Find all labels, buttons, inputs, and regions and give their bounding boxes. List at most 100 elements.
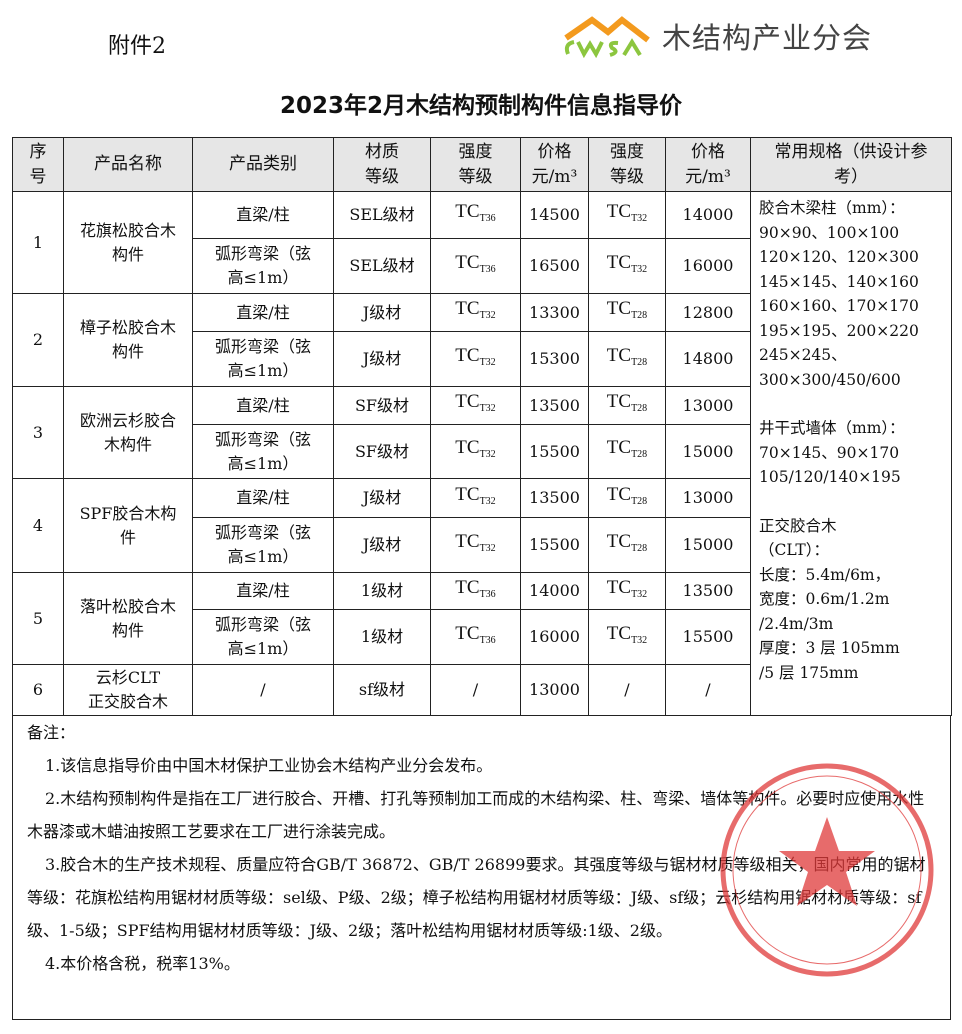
product-category: 弧形弯梁（弦高≤1m） [192,331,334,387]
price-2: 14000 [665,191,751,239]
product-category: 直梁/柱 [192,191,334,239]
strength-grade-1: / [430,664,521,716]
table-row: 弧形弯梁（弦高≤1m） SEL级材 TCT36 16500 TCT32 1600… [13,238,952,294]
spec-line: 145×145、140×160 [759,272,919,291]
attachment-label: 附件2 [108,34,166,59]
product-category: 弧形弯梁（弦高≤1m） [192,517,334,573]
strength-cell-2: TCT28 [588,331,666,387]
table-row: 弧形弯梁（弦高≤1m） 1级材 TCT36 16000 TCT32 15500 [13,609,952,665]
header-strength-1: 强度等级 [430,137,521,192]
product-category: 直梁/柱 [192,572,334,610]
strength-cell-1: TCT32 [430,293,521,332]
price-sheet: 序号 产品名称 产品类别 材质等级 强度等级 价格元/m³ 强度等级 价格元/m… [12,137,952,1020]
strength-grade: TCT32 [455,483,496,507]
table-row: 5 落叶松胶合木构件 直梁/柱 1级材 TCT36 14000 TCT32 1350… [12,572,952,665]
note-1-org: 中国木材保护工业协会木结构产业分会 [172,756,445,775]
note-1: 1.该信息指导价由中国木材保护工业协会木结构产业分会发布。 [13,749,950,782]
strength-grade: TCT28 [606,437,648,460]
note-4: 4.本价格含税，税率13%。 [45,954,240,973]
spec-line: （CLT）： [759,541,829,559]
strength-grade: TCT32 [455,298,496,321]
strength-cell-1: TCT32 [430,386,521,425]
product-name-line: 云杉CLT [95,668,161,687]
spec-line: 160×160、170×170 [759,297,919,315]
table-row: 4 SPF胶合木构件 直梁/柱 J级材 TCT32 13500 TCT28 1300… [12,478,952,573]
spec-cell: 胶合木梁柱（mm）： 90×90、100×100 120×120、120×300 14… [750,191,952,716]
strength-cell-1: TCT32 [430,517,521,573]
strength-grade: TCT32 [606,576,648,600]
strength-cell-2: TCT28 [588,478,666,518]
material-grade: 1级材 [333,572,431,610]
strength-cell-1: TCT36 [430,238,521,294]
strength-cell-2: TCT28 [588,386,666,425]
strength-cell-2: TCT32 [588,238,666,294]
header-material: 材质等级 [333,137,431,192]
strength-grade: TCT32 [606,200,648,224]
product-category: 直梁/柱 [192,478,334,518]
strength-grade: TCT28 [606,298,648,321]
material-grade: SEL级材 [333,191,431,239]
header-category: 产品类别 [192,137,334,192]
header-spec: 常用规格（供设计参考） [750,137,952,192]
spec-line: /2.4m/3m [759,614,834,633]
table-row: 2 樟子松胶合木构件 直梁/柱 J级材 TCT32 13300 TCT28 1280… [12,293,952,387]
strength-grade: TCT28 [606,344,648,368]
price-1: 16500 [520,238,589,294]
strength-grade-2: / [588,664,666,716]
price-1: 15300 [520,331,589,387]
strength-cell-2: TCT32 [588,191,666,239]
strength-cell-1: TCT32 [430,331,521,387]
price-2: 13000 [665,386,751,425]
material-grade: SF级材 [333,424,431,479]
price-1: 14500 [520,191,589,239]
material-grade: J级材 [333,331,431,387]
header-price-2: 价格元/m³ [665,137,751,192]
table-row: 6 云杉CLT 正交胶合木 / sf级材 / 13000 / / [12,664,952,716]
material-grade: J级材 [333,293,431,332]
header-strength-2: 强度等级 [588,137,666,192]
material-grade: SF级材 [333,386,431,425]
price-2: 13500 [665,572,751,610]
price-2: / [665,664,751,716]
spec-glulam-title: 胶合木梁柱（mm）： [759,199,905,217]
strength-cell-1: TCT32 [430,478,521,518]
logo: 木结构产业分会 [562,14,952,58]
material-grade: J级材 [333,517,431,573]
strength-cell-2: TCT28 [588,424,666,479]
row-number: 5 [12,572,64,665]
product-category: / [192,664,334,716]
note-2: 2.木结构预制构件是指在工厂进行胶合、开槽、打孔等预制加工而成的木结构梁、柱、弯… [27,789,925,841]
spec-line: 105/120/140×195 [759,468,901,486]
cwsa-logo-icon [564,16,650,58]
spec-line: 90×90、100×100 [759,223,900,242]
strength-cell-1: TCT36 [430,572,521,610]
price-2: 15000 [665,517,751,573]
product-category: 直梁/柱 [192,293,334,332]
spec-line: 195×195、200×220 [759,321,919,340]
price-2: 12800 [665,293,751,332]
spec-line: 245×245、 [759,346,847,364]
material-grade: sf级材 [333,664,431,716]
product-name: 花旗松胶合木构件 [63,191,193,294]
strength-grade: TCT28 [606,530,648,554]
spec-line: /5 层 175mm [759,663,859,682]
product-name-line: 正交胶合木 [87,692,168,711]
strength-grade: TCT32 [455,530,496,554]
price-1: 14000 [520,572,589,610]
spec-line: 厚度：3 层 105mm [759,639,900,657]
header-name: 产品名称 [63,137,193,192]
price-1: 15500 [520,517,589,573]
table-row: 1 花旗松胶合木构件 直梁/柱 SEL级材 TCT36 14500 TCT32 14… [12,191,952,716]
strength-grade: TCT36 [455,576,496,600]
spec-line: 70×145、90×170 [759,443,900,462]
spec-log-title: 井干式墙体（mm）： [759,419,905,437]
notes-section: 备注： 1.该信息指导价由中国木材保护工业协会木结构产业分会发布。 2.木结构预… [12,716,951,1020]
header-no: 序号 [12,137,64,192]
strength-cell-1: TCT32 [430,424,521,479]
strength-cell-2: TCT32 [588,572,666,610]
row-number: 6 [12,664,64,716]
row-number: 4 [12,478,64,573]
row-number: 2 [12,293,64,387]
price-1: 13500 [520,386,589,425]
product-name: 欧洲云杉胶合木构件 [63,386,193,479]
